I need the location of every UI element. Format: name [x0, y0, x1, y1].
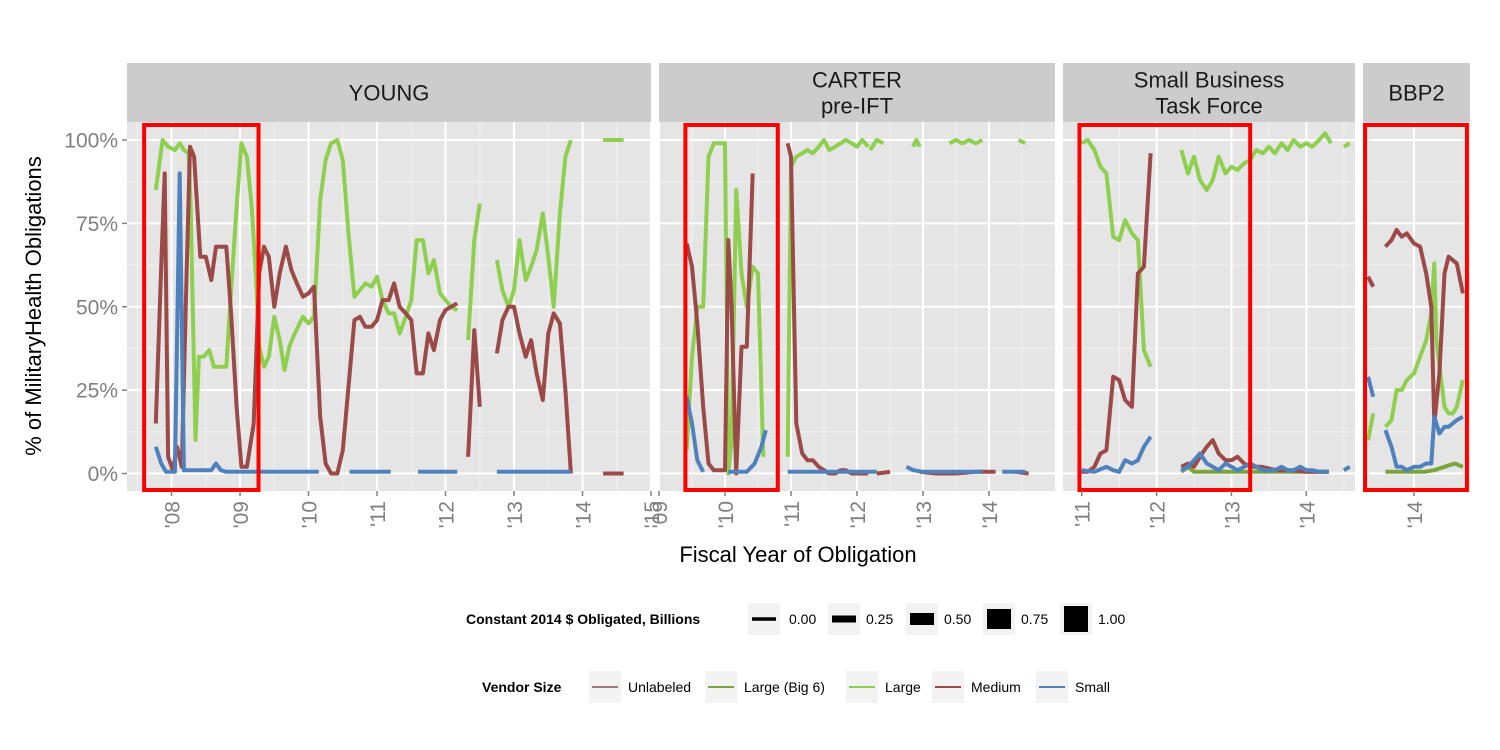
panel-4: BBP2 '14: [1363, 63, 1470, 528]
legend-color-label: Unlabeled: [628, 679, 691, 695]
x-tick-label: '09: [230, 501, 253, 528]
legend-color-label: Large (Big 6): [744, 679, 825, 695]
x-tick-label: '14: [979, 501, 1002, 529]
legend-size-key: [987, 609, 1011, 629]
x-tick-label: '13: [913, 501, 936, 528]
y-axis-title: % of MilitaryHealth Obligations: [21, 156, 46, 456]
panel-strip: [127, 63, 651, 122]
panel-title: pre-IFT: [821, 94, 893, 119]
series-line-large: [1342, 141, 1351, 149]
series-line-small: [728, 429, 768, 474]
series-line-medium: [876, 469, 891, 476]
series-line-small: [1342, 465, 1351, 472]
series-line-medium: [466, 328, 482, 457]
x-tick-label: '09: [649, 501, 672, 528]
legend-size-label: 0.00: [789, 611, 816, 627]
series-line-small: [1383, 414, 1464, 473]
x-tick-label: '12: [436, 501, 459, 528]
legend-color-label: Medium: [971, 679, 1021, 695]
y-tick-label: 25%: [76, 380, 118, 403]
x-tick-label: '08: [162, 501, 185, 528]
x-tick-label: '15: [641, 501, 664, 528]
series-line-large: [868, 138, 885, 152]
y-tick-label: 75%: [76, 213, 118, 236]
legend-size-label: 0.75: [1021, 611, 1048, 627]
legend-size: Constant 2014 $ Obligated, Billions 0.00 0…: [466, 603, 1125, 635]
series-line-large: [1179, 131, 1333, 192]
panel-strip: [1063, 63, 1355, 122]
series-line-big6: [1385, 461, 1464, 474]
legend-color-label: Large: [885, 679, 921, 695]
legend-size-label: 0.25: [866, 611, 893, 627]
x-axis-title: Fiscal Year of Obligation: [679, 542, 916, 567]
x-tick-label: '11: [1072, 501, 1095, 527]
x-tick-label: '14: [1404, 501, 1427, 529]
x-tick-label: '13: [504, 501, 527, 528]
y-tick-label: 100%: [64, 130, 118, 153]
series-line-large: [1017, 138, 1027, 146]
series-line-large: [911, 138, 922, 148]
series-line-large: [948, 138, 984, 146]
panel-title: YOUNG: [349, 81, 430, 106]
legend-size-key: [752, 617, 776, 621]
series-line-large: [494, 139, 573, 309]
x-tick-label: '12: [847, 501, 870, 528]
x-tick-label: '14: [1296, 501, 1319, 529]
panel-title: Small Business: [1134, 68, 1284, 93]
legend-size-label: 0.50: [944, 611, 971, 627]
x-tick-label: '14: [573, 501, 596, 529]
x-tick-label: '11: [367, 501, 390, 527]
series-line-medium: [494, 304, 573, 474]
legend-color: Vendor Size Unlabeled Large (Big 6) Large Me…: [482, 671, 1110, 703]
panel-strip: [1363, 63, 1470, 122]
series-line-medium: [1366, 275, 1375, 288]
legend-color-title: Vendor Size: [482, 679, 562, 695]
legend-color-label: Small: [1075, 679, 1110, 695]
panel-strip: [659, 63, 1055, 122]
legend-size-key: [910, 613, 934, 625]
highlight-box: [1363, 123, 1469, 492]
series-line-small: [1180, 451, 1329, 474]
series-line-medium: [1081, 153, 1153, 474]
x-tick-label: '13: [1221, 501, 1244, 528]
series-line-medium: [1383, 228, 1465, 426]
series-line-small: [1366, 376, 1376, 398]
x-tick-label: '10: [299, 501, 322, 528]
highlight-box: [142, 123, 261, 492]
panel-title: Task Force: [1155, 94, 1263, 119]
panels-layer: YOUNG'08'09'10'11'12'13'14'15CARTERpre-I…: [64, 63, 1470, 528]
series-line-large: [1080, 138, 1153, 368]
series-line-small: [684, 396, 705, 473]
legend-size-label: 1.00: [1098, 611, 1125, 627]
panel-title: CARTER: [812, 68, 902, 93]
series-line-medium: [153, 144, 459, 476]
series-line-large: [466, 203, 482, 341]
series-line-large: [153, 138, 459, 443]
highlight-box: [1077, 123, 1253, 492]
highlight-box: [683, 123, 780, 492]
y-tick-label: 50%: [76, 296, 118, 319]
x-tick-label: '10: [715, 501, 738, 528]
series-line-large: [785, 138, 870, 457]
legend-size-key: [1064, 606, 1088, 632]
series-line-large: [1366, 413, 1376, 441]
series-line-medium: [684, 173, 755, 476]
series-line-small: [1081, 435, 1153, 474]
legend-size-key: [832, 615, 856, 623]
x-tick-label: '11: [781, 501, 804, 527]
panel-title: BBP2: [1388, 81, 1444, 106]
legend-size-title: Constant 2014 $ Obligated, Billions: [466, 611, 700, 627]
y-tick-label: 0%: [88, 463, 118, 486]
panel-1: YOUNG '08 '09 '10 '11 '12 '13 '14 '15: [127, 63, 664, 528]
x-tick-label: '12: [1147, 501, 1170, 528]
series-line-small: [905, 465, 983, 474]
